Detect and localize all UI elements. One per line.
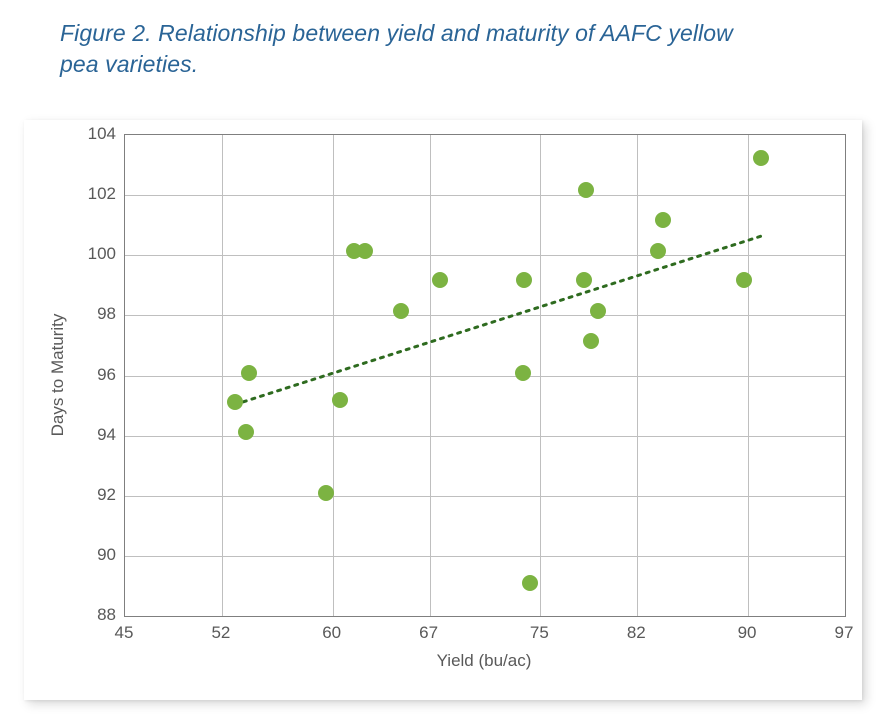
data-point bbox=[357, 243, 373, 259]
data-point bbox=[576, 272, 592, 288]
grid-line-horizontal bbox=[125, 556, 845, 557]
x-tick-label: 90 bbox=[738, 623, 757, 643]
x-tick-label: 97 bbox=[835, 623, 854, 643]
data-point bbox=[522, 575, 538, 591]
y-axis-label: Days to Maturity bbox=[48, 313, 68, 436]
data-point bbox=[393, 303, 409, 319]
x-tick-label: 45 bbox=[115, 623, 134, 643]
data-point bbox=[515, 365, 531, 381]
y-tick-label: 90 bbox=[97, 545, 116, 565]
x-axis-label: Yield (bu/ac) bbox=[437, 651, 532, 671]
data-point bbox=[227, 394, 243, 410]
y-tick-label: 98 bbox=[97, 304, 116, 324]
data-point bbox=[650, 243, 666, 259]
data-point bbox=[332, 392, 348, 408]
plot-area bbox=[124, 134, 846, 617]
x-tick-label: 52 bbox=[211, 623, 230, 643]
data-point bbox=[753, 150, 769, 166]
data-point bbox=[736, 272, 752, 288]
data-point bbox=[590, 303, 606, 319]
grid-line-horizontal bbox=[125, 496, 845, 497]
caption-line-2: pea varieties. bbox=[60, 51, 198, 77]
x-tick-label: 75 bbox=[530, 623, 549, 643]
figure-container: Figure 2. Relationship between yield and… bbox=[0, 0, 884, 720]
x-tick-label: 82 bbox=[627, 623, 646, 643]
y-tick-label: 92 bbox=[97, 485, 116, 505]
y-tick-label: 96 bbox=[97, 365, 116, 385]
data-point bbox=[238, 424, 254, 440]
data-point bbox=[578, 182, 594, 198]
data-point bbox=[655, 212, 671, 228]
caption-line-1: Figure 2. Relationship between yield and… bbox=[60, 20, 733, 46]
grid-line-horizontal bbox=[125, 315, 845, 316]
data-point bbox=[583, 333, 599, 349]
data-point bbox=[241, 365, 257, 381]
y-tick-label: 104 bbox=[88, 124, 116, 144]
figure-caption: Figure 2. Relationship between yield and… bbox=[60, 18, 884, 80]
data-point bbox=[516, 272, 532, 288]
data-point bbox=[318, 485, 334, 501]
y-tick-label: 100 bbox=[88, 244, 116, 264]
x-tick-label: 67 bbox=[419, 623, 438, 643]
grid-line-horizontal bbox=[125, 255, 845, 256]
x-tick-label: 60 bbox=[322, 623, 341, 643]
grid-line-horizontal bbox=[125, 376, 845, 377]
y-tick-label: 94 bbox=[97, 425, 116, 445]
grid-line-horizontal bbox=[125, 195, 845, 196]
grid-line-horizontal bbox=[125, 436, 845, 437]
y-tick-label: 102 bbox=[88, 184, 116, 204]
data-point bbox=[432, 272, 448, 288]
y-tick-label: 88 bbox=[97, 605, 116, 625]
chart-card: Days to Maturity Yield (bu/ac) 45 52 60 67 7… bbox=[24, 120, 862, 700]
